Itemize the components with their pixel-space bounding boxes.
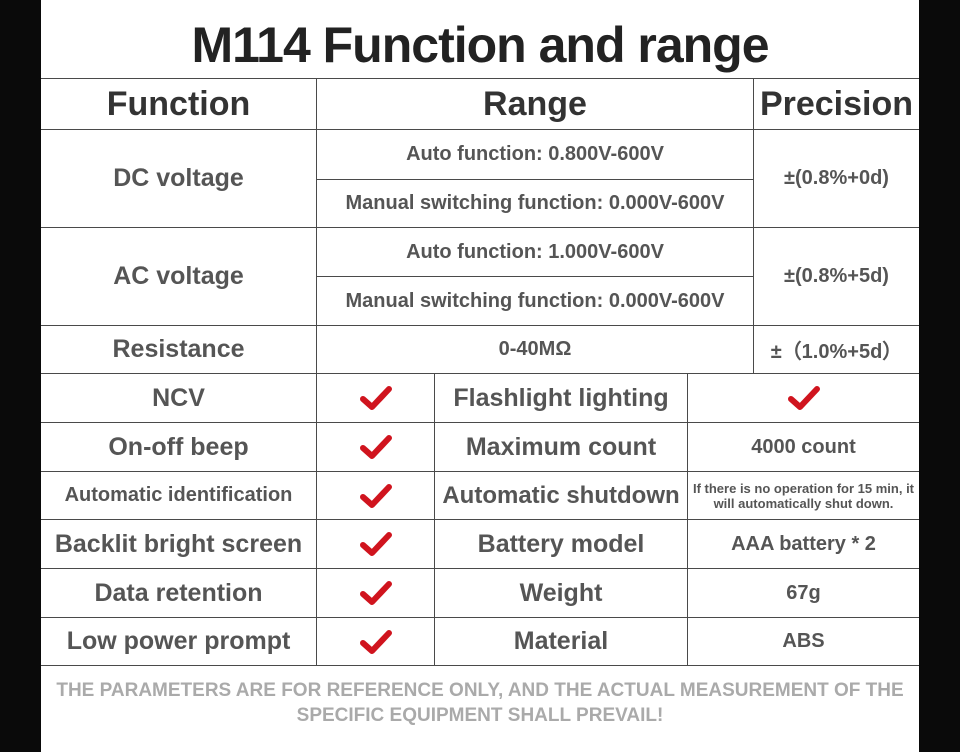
spec-name: Weight <box>519 578 603 607</box>
feature-name: Low power prompt <box>66 627 291 655</box>
spec-value: 4000 count <box>751 435 856 458</box>
disclaimer-footer: THE PARAMETERS ARE FOR REFERENCE ONLY, A… <box>56 680 904 726</box>
spec-sheet <box>41 0 919 752</box>
feature-name: NCV <box>152 383 205 412</box>
spec-value: If there is no operation for 15 min, it … <box>692 480 915 511</box>
spec-name: Maximum count <box>465 432 657 461</box>
check-icon <box>688 374 919 422</box>
dc-manual-range: Manual switching function: 0.000V-600V <box>345 192 725 214</box>
check-icon <box>317 472 434 519</box>
ac-manual-range: Manual switching function: 0.000V-600V <box>345 289 725 312</box>
resistance-range: 0-40MΩ <box>498 338 572 360</box>
feature-name: On-off beep <box>108 432 249 461</box>
dc-auto-range: Auto function: 0.800V-600V <box>406 143 664 165</box>
ac-voltage-label: AC voltage <box>113 262 244 290</box>
check-icon <box>317 569 434 617</box>
spec-name: Material <box>513 627 609 655</box>
check-icon <box>317 520 434 568</box>
check-icon <box>317 618 434 665</box>
header-function: Function <box>106 84 251 123</box>
resistance-label: Resistance <box>112 335 245 363</box>
spec-value: AAA battery * 2 <box>731 532 876 555</box>
spec-value: 67g <box>786 581 821 604</box>
feature-name: Automatic identification <box>64 484 293 506</box>
check-icon <box>317 423 434 471</box>
ac-auto-range: Auto function: 1.000V-600V <box>406 240 664 263</box>
feature-name: Backlit bright screen <box>54 529 303 558</box>
header-precision: Precision <box>759 84 914 123</box>
dc-precision: ±(0.8%+0d) <box>784 167 889 189</box>
spec-name: Battery model <box>477 529 645 558</box>
dc-voltage-label: DC voltage <box>113 164 244 192</box>
page-title: M114 Function and range <box>191 17 769 73</box>
spec-name: Flashlight lighting <box>453 383 669 412</box>
feature-name: Data retention <box>94 578 263 607</box>
ac-precision: ±(0.8%+5d) <box>784 265 889 287</box>
check-icon <box>317 374 434 422</box>
spec-value: ABS <box>782 630 825 652</box>
header-range: Range <box>483 84 587 123</box>
spec-name: Automatic shutdown <box>442 481 680 509</box>
resistance-precision: ±（1.0%+5d） <box>770 341 903 363</box>
